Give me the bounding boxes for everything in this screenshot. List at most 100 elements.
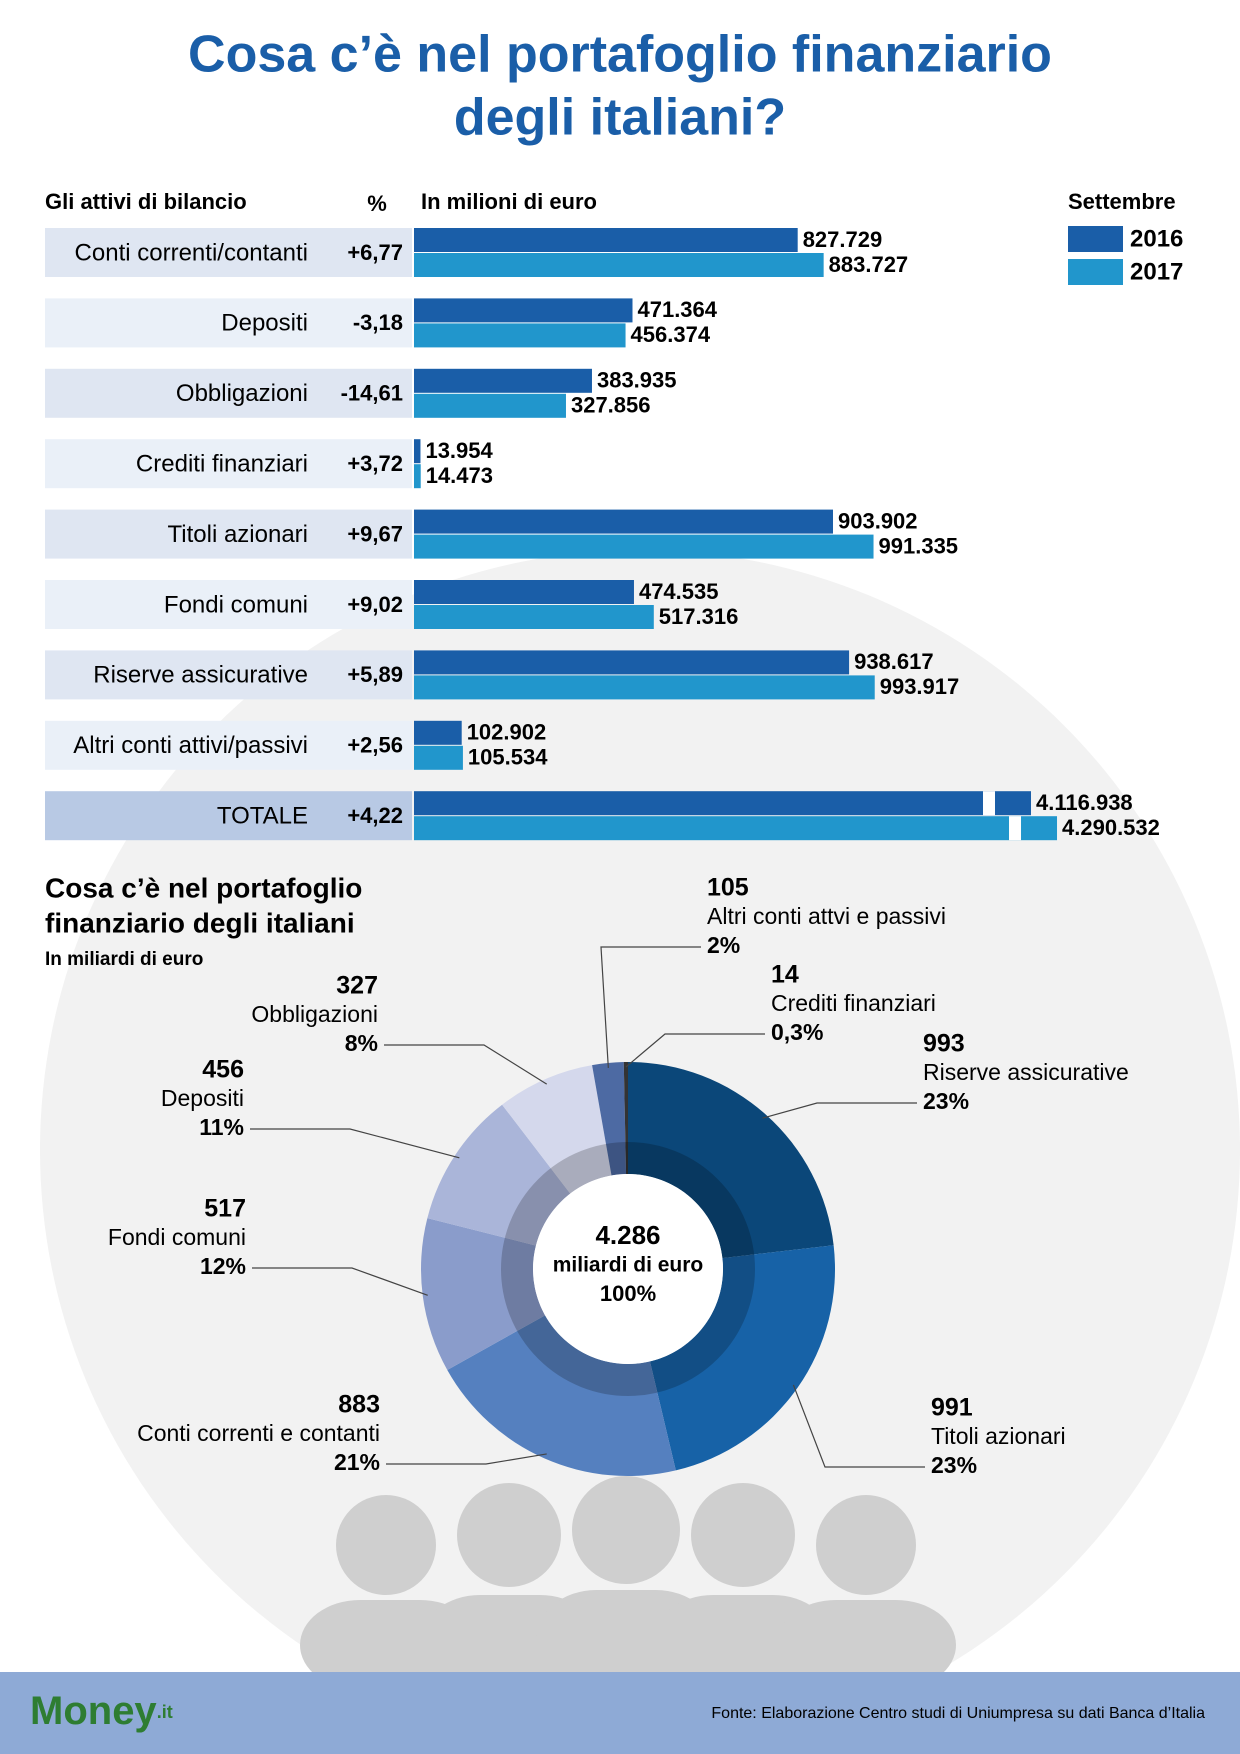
leader-line <box>386 1453 547 1465</box>
value-label: 383.935 <box>597 368 677 393</box>
logo: Money.it <box>30 1689 173 1733</box>
leader-line <box>384 1044 548 1085</box>
legend-label: 2017 <box>1130 258 1183 285</box>
value-label: 517.316 <box>659 604 739 629</box>
slice-label: Riserve assicurative <box>923 1059 1129 1085</box>
bar <box>414 464 421 489</box>
slice-label: Crediti finanziari <box>771 990 936 1016</box>
row-change: +3,72 <box>347 451 403 476</box>
center-unit: miliardi di euro <box>553 1254 704 1277</box>
axis-break <box>1009 816 1022 841</box>
value-label: 827.729 <box>803 227 883 252</box>
leader-line <box>792 1384 925 1468</box>
legend-swatch <box>1068 259 1123 285</box>
row-label: Crediti finanziari <box>136 451 308 478</box>
value-label: 883.727 <box>829 252 909 277</box>
people-silhouettes <box>300 1476 956 1690</box>
leader-line <box>600 946 701 1068</box>
row-change: +9,02 <box>347 592 403 617</box>
slice-label: Obbligazioni <box>251 1001 378 1027</box>
slice-percent: 0,3% <box>771 1019 823 1045</box>
row-band <box>45 791 412 841</box>
column-header: Gli attivi di bilancio <box>45 189 247 214</box>
row-band <box>45 228 412 277</box>
slice-percent: 2% <box>707 932 740 958</box>
bar <box>414 393 566 418</box>
donut-slice <box>502 1065 612 1194</box>
donut-slice <box>447 1315 676 1476</box>
row-label: Obbligazioni <box>176 380 308 407</box>
row-band <box>45 720 412 770</box>
legend-label: 2016 <box>1130 225 1183 252</box>
slice-value: 456 <box>202 1056 244 1084</box>
value-label: 938.617 <box>854 649 934 674</box>
value-label: 991.335 <box>879 533 959 558</box>
row-band <box>45 439 412 489</box>
donut-slice <box>421 1218 546 1370</box>
row-band <box>45 368 412 418</box>
slice-percent: 12% <box>200 1253 246 1279</box>
row-label: Conti correnti/contanti <box>75 239 308 266</box>
bar <box>414 253 824 277</box>
row-change: +4,22 <box>347 803 403 828</box>
value-label: 4.116.938 <box>1036 790 1133 815</box>
slice-percent: 23% <box>931 1452 977 1478</box>
row-label: Riserve assicurative <box>93 662 308 689</box>
bar <box>414 745 463 770</box>
bar <box>414 228 798 252</box>
value-label: 456.374 <box>631 322 711 347</box>
slice-value: 993 <box>923 1030 965 1058</box>
bar <box>414 439 421 464</box>
slice-percent: 8% <box>345 1030 378 1056</box>
slice-value: 14 <box>771 961 799 989</box>
bar <box>414 816 1058 841</box>
slice-value: 883 <box>338 1391 380 1419</box>
slice-percent: 11% <box>199 1114 244 1140</box>
row-label: Altri conti attivi/passivi <box>73 732 308 759</box>
slice-label: Depositi <box>161 1085 244 1111</box>
footer-band <box>0 1672 1240 1754</box>
value-label: 102.902 <box>467 720 547 745</box>
row-change: +2,56 <box>347 733 403 758</box>
value-label: 105.534 <box>468 745 548 770</box>
leader-line <box>250 1128 460 1159</box>
axis-break <box>983 791 995 816</box>
bar <box>414 509 833 534</box>
slice-label: Fondi comuni <box>108 1224 246 1250</box>
bar <box>414 675 875 700</box>
row-label: Titoli azionari <box>168 521 309 548</box>
slice-label: Altri conti attvi e passivi <box>707 903 946 929</box>
donut-slice <box>623 1062 628 1175</box>
legend-title: Settembre <box>1068 189 1176 214</box>
donut-slice <box>427 1104 571 1246</box>
row-label: Fondi comuni <box>164 591 308 618</box>
value-label: 474.535 <box>639 579 719 604</box>
source: Fonte: Elaborazione Centro studi di Uniu… <box>711 1705 1205 1722</box>
slice-value: 327 <box>336 972 378 1000</box>
donut-hole <box>533 1174 723 1364</box>
value-label: 993.917 <box>880 674 960 699</box>
row-change: +9,67 <box>347 521 403 546</box>
donut-slice <box>649 1245 836 1471</box>
inner-ring-shade <box>501 1142 755 1396</box>
legend-swatch <box>1068 226 1123 252</box>
slice-label: Conti correnti e contanti <box>137 1420 380 1446</box>
center-percent: 100% <box>600 1281 656 1306</box>
bar <box>414 298 633 323</box>
bar <box>414 368 592 393</box>
row-band <box>45 509 412 559</box>
bar <box>414 720 462 745</box>
bar <box>414 580 634 604</box>
slice-value: 517 <box>204 1195 246 1223</box>
row-change: +5,89 <box>347 662 403 687</box>
bar <box>414 323 626 348</box>
row-band <box>45 298 412 348</box>
row-label: Depositi <box>221 310 308 337</box>
value-label: 471.364 <box>637 297 717 322</box>
slice-value: 105 <box>707 874 749 902</box>
value-label: 327.856 <box>571 393 651 418</box>
value-label: 14.473 <box>426 463 493 488</box>
row-band <box>45 580 412 629</box>
row-change: +6,77 <box>347 240 403 265</box>
